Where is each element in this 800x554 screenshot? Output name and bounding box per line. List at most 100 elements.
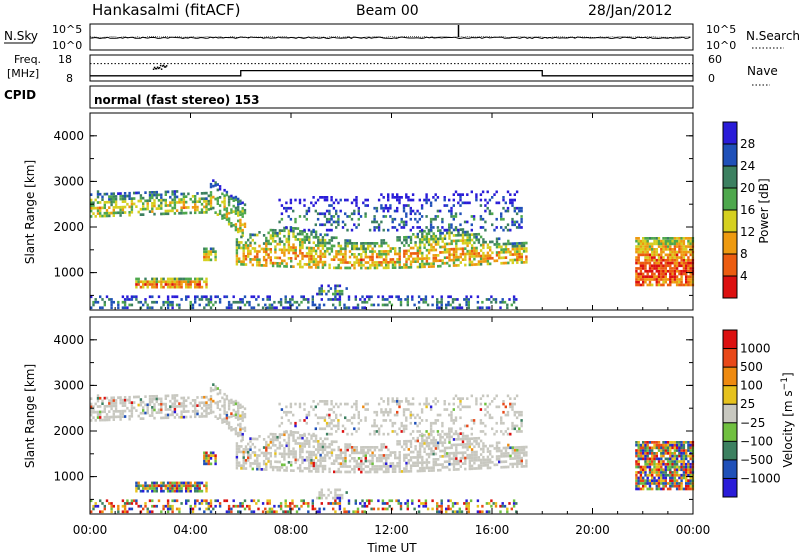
- power-echo: [205, 283, 208, 286]
- power-echo: [317, 260, 320, 264]
- velocity-echo: [308, 464, 311, 468]
- power-echo: [312, 246, 315, 250]
- power-echo: [146, 202, 149, 205]
- velocity-echo: [448, 413, 451, 417]
- velocity-echo: [155, 484, 158, 488]
- power-echo: [337, 217, 340, 221]
- power-echo: [350, 201, 354, 205]
- velocity-echo: [330, 432, 333, 436]
- velocity-echo: [509, 405, 512, 409]
- velocity-echo: [312, 450, 315, 454]
- power-echo: [357, 209, 360, 213]
- power-echo: [669, 275, 672, 278]
- nsky-panel: N.Sky 10^5 10^0 10^5 10^0 N.Search: [4, 23, 800, 52]
- velocity-echo: [429, 421, 433, 425]
- power-echo: [241, 212, 244, 216]
- power-echo: [651, 253, 654, 257]
- power-echo: [416, 209, 419, 213]
- power-echo: [680, 264, 683, 268]
- power-echo: [166, 298, 170, 301]
- power-echo: [239, 229, 242, 233]
- power-echo: [196, 205, 199, 209]
- velocity-echo: [196, 487, 199, 490]
- power-echo: [476, 300, 480, 304]
- velocity-echo: [378, 448, 381, 452]
- power-echo: [504, 242, 508, 246]
- velocity-echo: [312, 445, 315, 449]
- power-echo: [151, 207, 154, 211]
- power-echo: [284, 295, 287, 299]
- power-echo: [655, 258, 658, 262]
- velocity-echo: [230, 428, 233, 432]
- velocity-echo: [175, 394, 179, 397]
- velocity-echo: [240, 464, 243, 467]
- power-echo: [92, 206, 95, 210]
- velocity-echo: [239, 417, 242, 420]
- velocity-echo: [257, 507, 260, 511]
- velocity-echo: [402, 427, 406, 431]
- velocity-echo: [214, 388, 217, 391]
- velocity-echo: [265, 462, 268, 466]
- power-echo: [348, 239, 352, 242]
- power-echo: [384, 215, 388, 218]
- velocity-echo: [242, 450, 245, 454]
- velocity-echo: [454, 419, 458, 422]
- velocity-echo: [114, 404, 118, 408]
- velocity-echo: [241, 411, 244, 414]
- power-echo: [117, 300, 120, 304]
- power-echo: [227, 211, 231, 215]
- power-echo: [160, 201, 163, 205]
- power-echo: [669, 269, 672, 273]
- velocity-echo: [308, 453, 311, 457]
- power-echo: [283, 259, 286, 263]
- velocity-echo: [635, 443, 638, 447]
- velocity-echo: [360, 465, 363, 468]
- velocity-echo: [635, 452, 638, 455]
- power-echo: [101, 195, 104, 199]
- velocity-echo: [319, 445, 322, 449]
- power-echo: [511, 253, 514, 256]
- power-echo: [426, 303, 430, 307]
- velocity-echo: [241, 502, 244, 505]
- velocity-echo: [646, 462, 649, 466]
- power-echo: [169, 280, 172, 284]
- velocity-echo: [382, 400, 385, 403]
- power-echo: [209, 250, 213, 253]
- power-echo: [507, 248, 510, 251]
- velocity-echo: [321, 448, 325, 451]
- power-echo: [512, 300, 516, 304]
- power-echo: [436, 226, 440, 229]
- power-echo: [689, 253, 692, 257]
- power-echo: [305, 252, 309, 255]
- velocity-echo: [312, 439, 315, 443]
- power-echo: [482, 243, 485, 247]
- power-echo: [682, 267, 686, 270]
- velocity-echo: [463, 405, 467, 409]
- velocity-echo: [328, 445, 331, 449]
- velocity-echo: [398, 442, 401, 446]
- velocity-echo: [180, 410, 183, 414]
- velocity-echo: [369, 467, 372, 471]
- velocity-echo: [518, 413, 521, 417]
- power-echo: [180, 209, 183, 212]
- power-echo: [189, 197, 192, 201]
- power-echo: [666, 264, 670, 268]
- power-echo: [312, 263, 315, 266]
- power-echo: [655, 275, 658, 278]
- power-echo: [398, 266, 401, 269]
- velocity-echo: [511, 427, 514, 431]
- velocity-echo: [299, 442, 302, 445]
- power-echo: [265, 258, 268, 262]
- power-echo: [495, 245, 499, 249]
- velocity-echo: [432, 441, 435, 445]
- power-echo: [99, 295, 102, 299]
- freq-label-line1: Freq.: [14, 53, 41, 66]
- power-echo: [299, 249, 302, 252]
- velocity-echo: [182, 481, 186, 485]
- velocity-echo: [498, 455, 501, 458]
- power-echo: [274, 234, 277, 238]
- power-echo: [436, 215, 440, 218]
- velocity-echo: [500, 449, 503, 453]
- power-echo: [144, 191, 147, 194]
- power-echo: [354, 295, 357, 299]
